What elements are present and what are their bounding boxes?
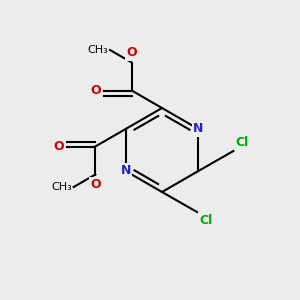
Text: O: O [126, 46, 137, 59]
Text: Cl: Cl [199, 214, 212, 227]
Text: N: N [193, 122, 204, 136]
Text: O: O [90, 178, 101, 190]
Text: N: N [120, 164, 131, 178]
Text: CH₃: CH₃ [87, 45, 108, 55]
Text: O: O [54, 140, 64, 153]
Text: Cl: Cl [236, 136, 249, 149]
Text: O: O [90, 84, 101, 97]
Text: CH₃: CH₃ [51, 182, 72, 192]
